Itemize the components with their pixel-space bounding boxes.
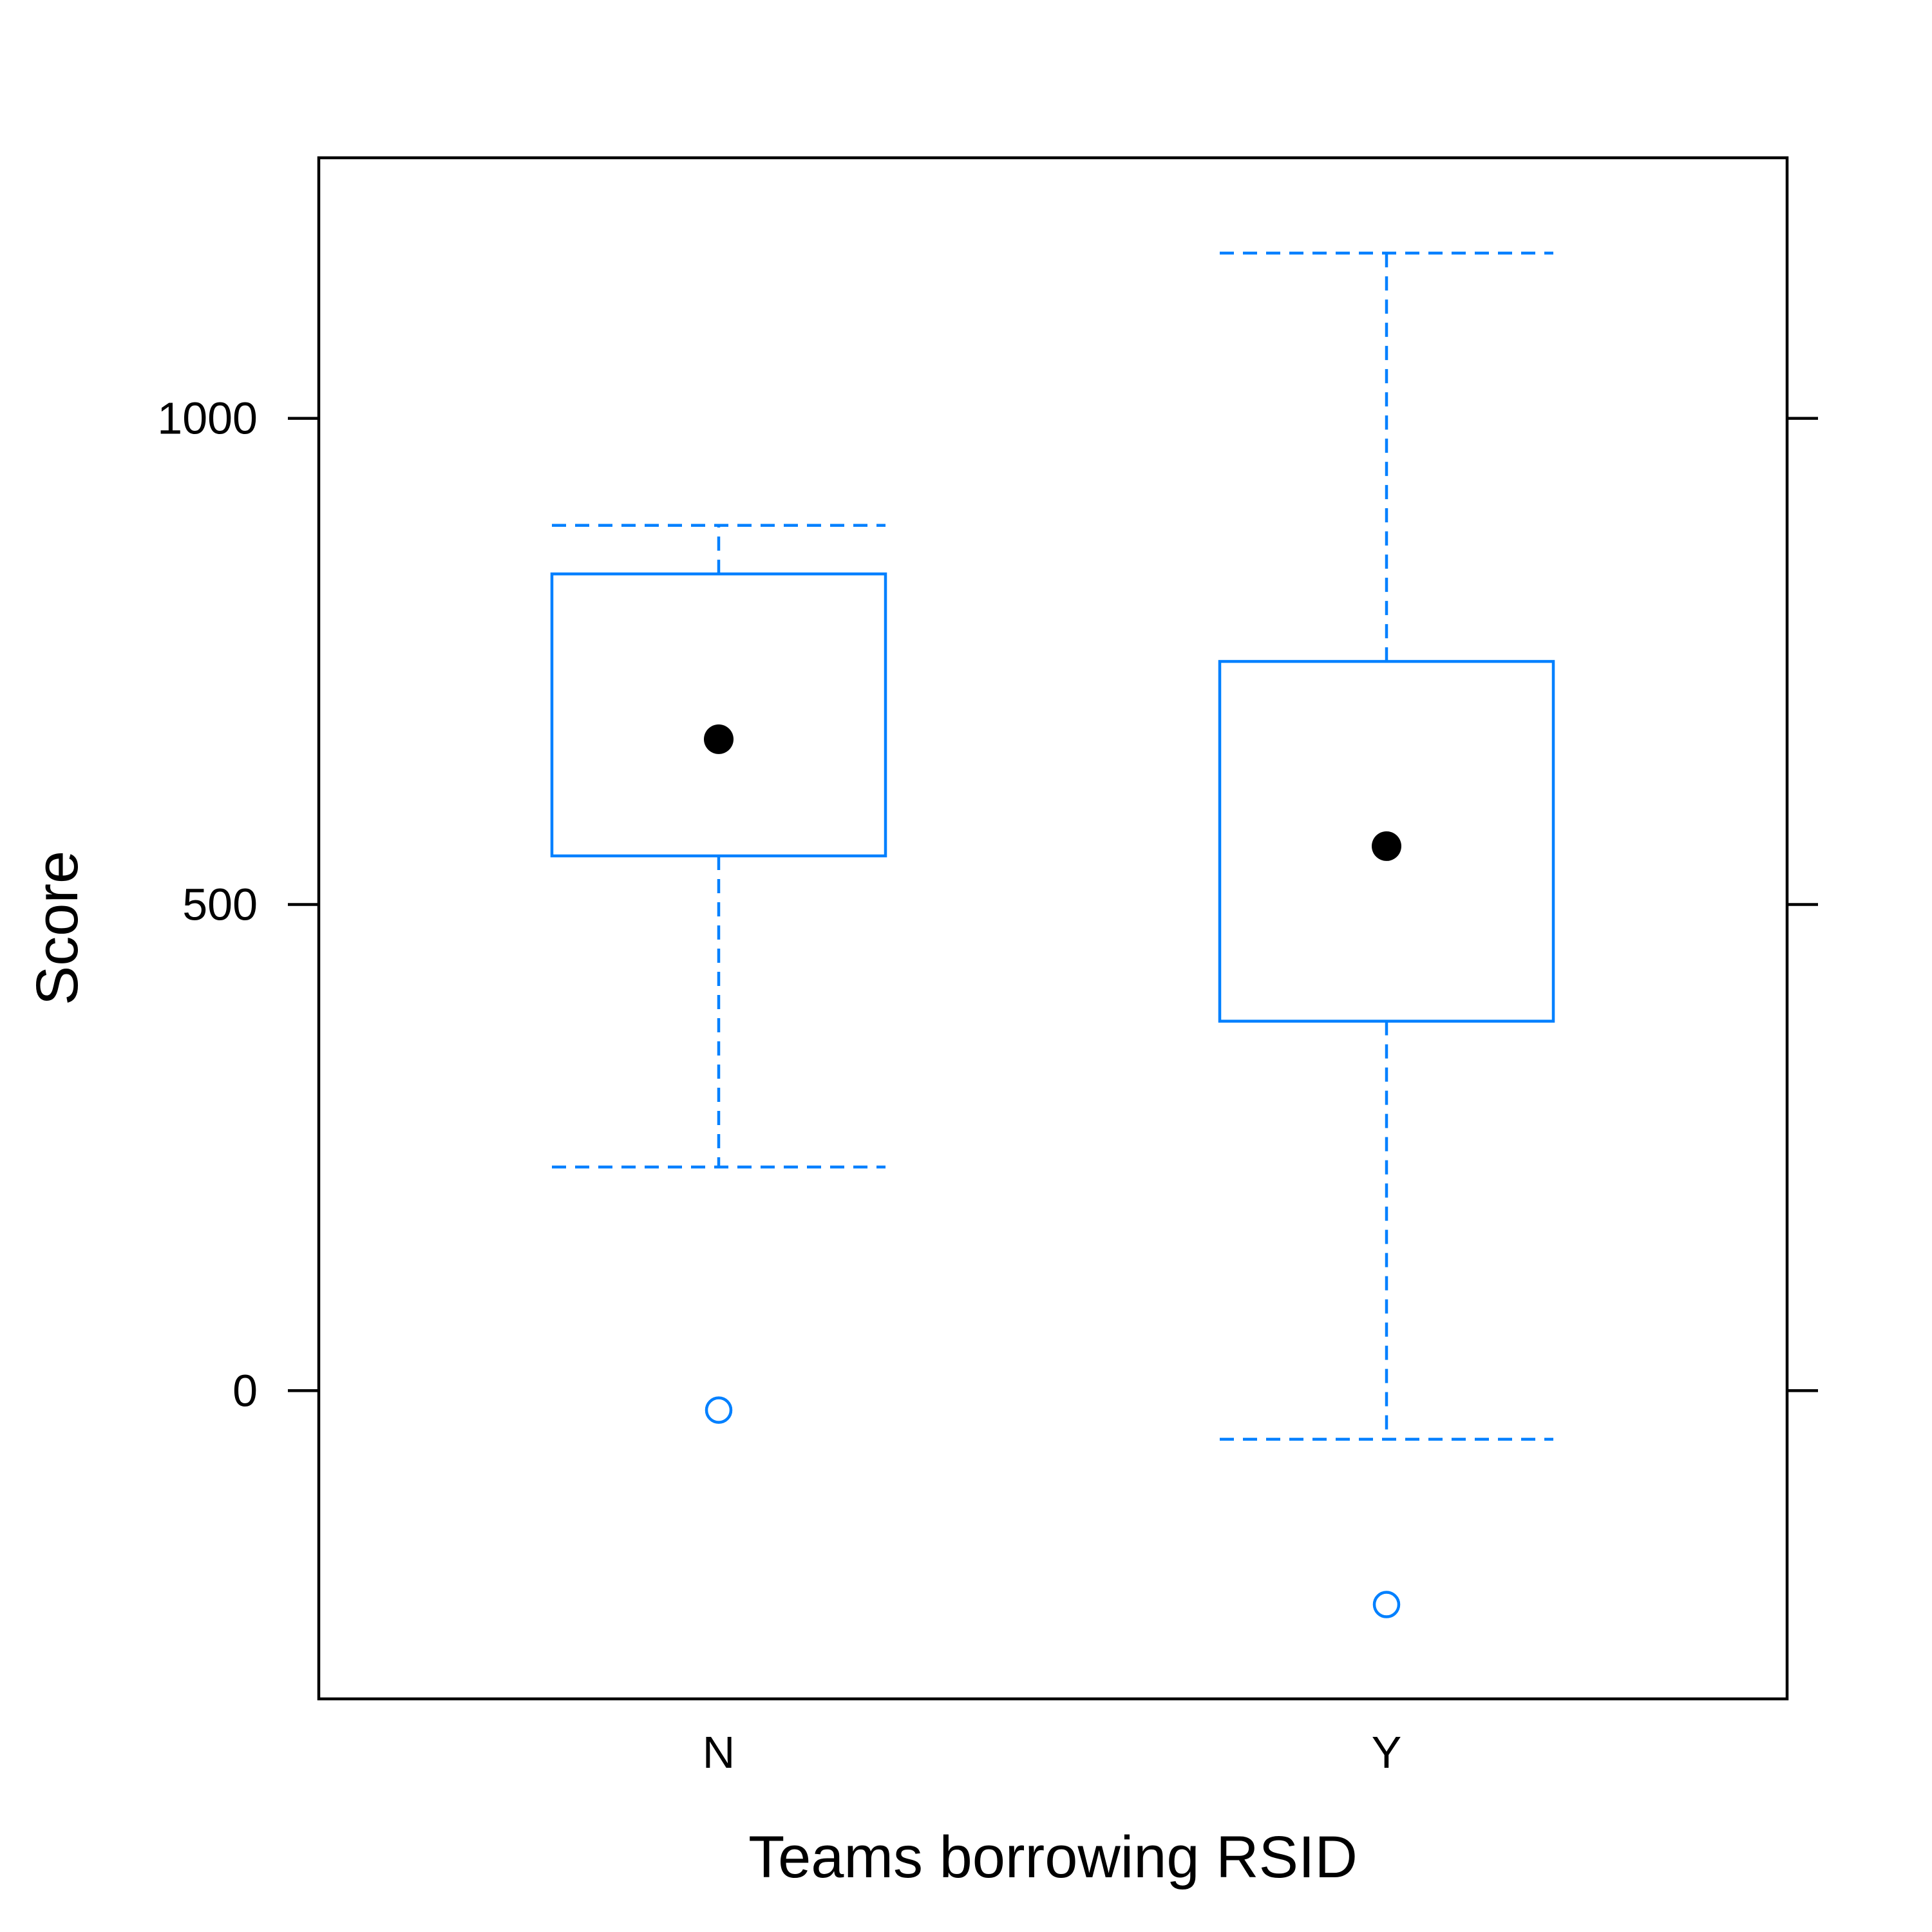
- outlier-point: [705, 1396, 733, 1424]
- y-tick-label: 0: [232, 1365, 258, 1416]
- median-dot: [704, 724, 734, 754]
- median-dot: [1372, 831, 1401, 861]
- plot-frame: [317, 156, 1789, 1701]
- y-tick-label: 1000: [157, 393, 258, 444]
- box-N: [550, 524, 887, 1424]
- box-Y: [1218, 251, 1555, 1618]
- y-axis-title: Score: [24, 851, 90, 1005]
- x-tick-label: N: [703, 1727, 735, 1777]
- x-axis-title: Teams borrowing RSID: [748, 1824, 1358, 1890]
- x-tick-label: Y: [1372, 1727, 1402, 1777]
- outlier-point: [1372, 1591, 1401, 1618]
- box-iqr: [1218, 659, 1555, 1023]
- y-axis: 0 500 1000: [157, 393, 1818, 1416]
- box-iqr: [550, 572, 887, 858]
- boxes-layer: [550, 251, 1555, 1618]
- y-tick-label: 500: [182, 880, 258, 930]
